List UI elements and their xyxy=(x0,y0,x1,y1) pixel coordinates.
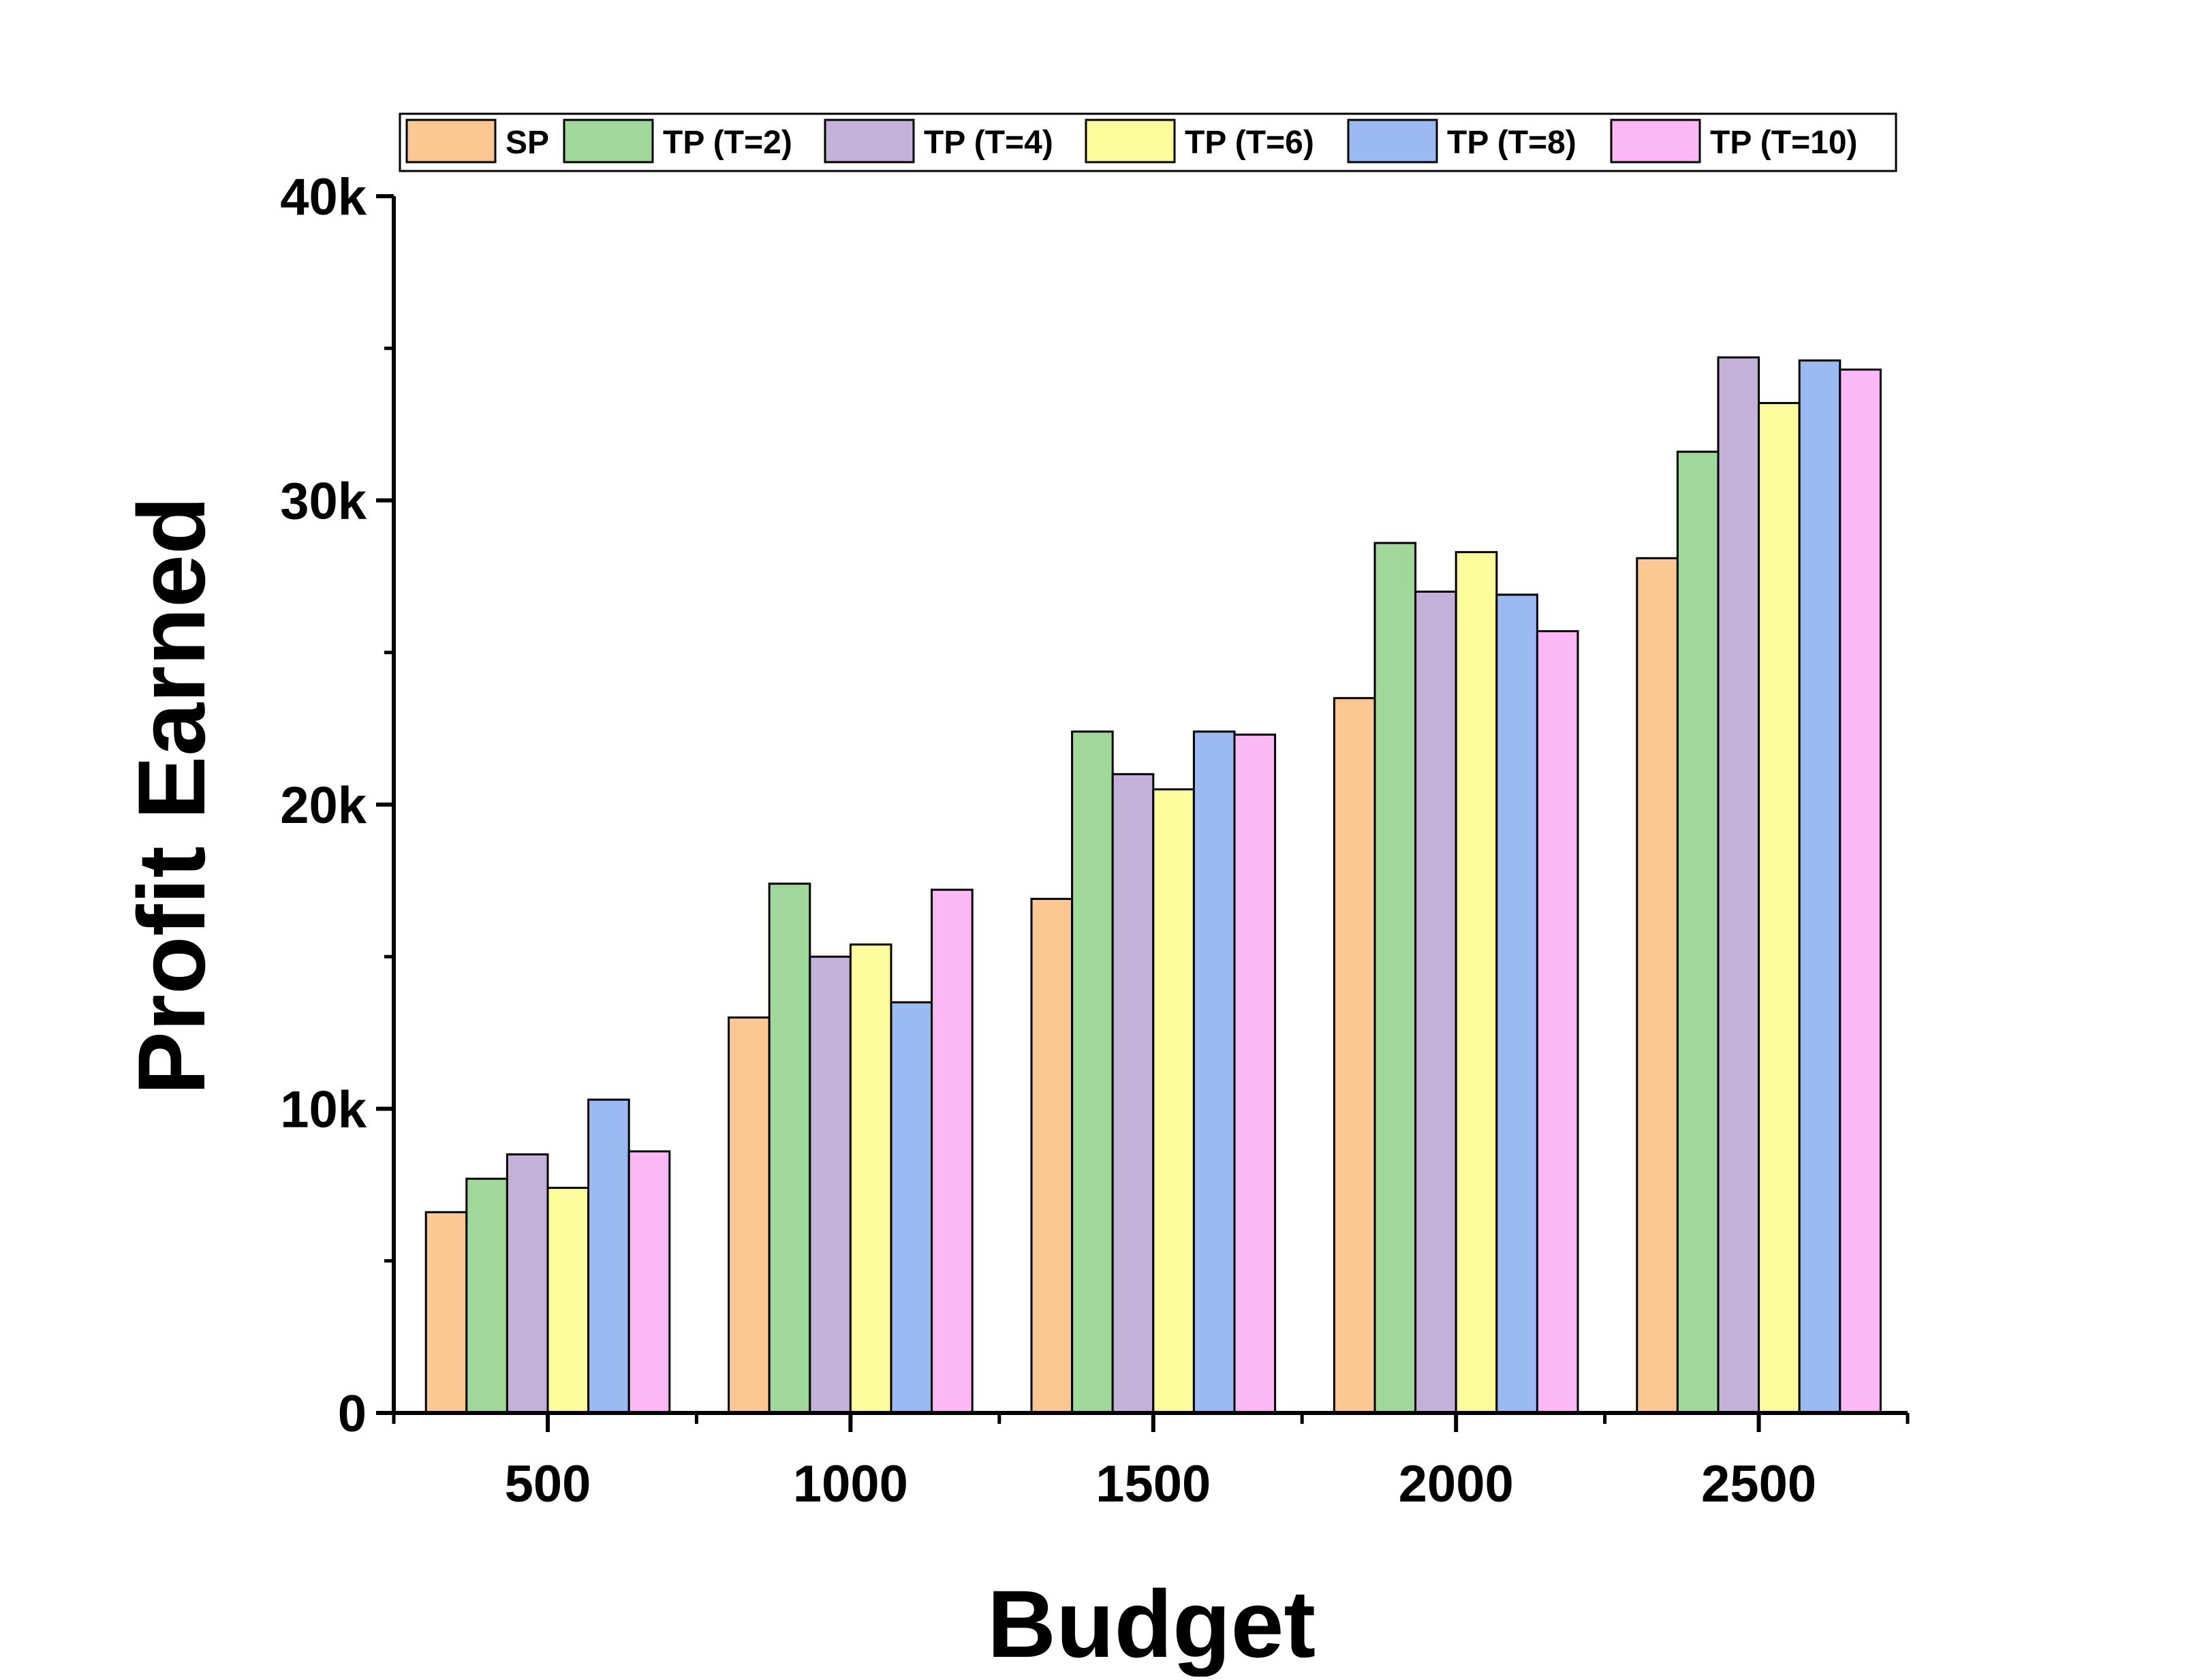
bar-tp-t-8-2500 xyxy=(1798,359,1842,1414)
legend-label: TP (T=6) xyxy=(1185,125,1314,161)
bar-tp-t-2-1000 xyxy=(768,882,811,1414)
legend-swatch xyxy=(1610,119,1701,164)
y-tick-label: 20k xyxy=(280,777,367,835)
bar-tp-t-8-2000 xyxy=(1495,593,1538,1414)
bar-tp-t-2-2000 xyxy=(1373,542,1417,1414)
legend-label: TP (T=2) xyxy=(663,125,792,161)
bar-sp-1000 xyxy=(728,1016,771,1414)
labels-layer: 0 10k 20k 30k 40k 500 1000 1500 2000 2500 xyxy=(280,168,1816,1513)
legend: SP TP (T=2) TP (T=4) TP (T=6) TP (T=8) TP (T=… xyxy=(399,112,1897,172)
x-tick-label: 2000 xyxy=(1399,1455,1514,1513)
x-axis-title: Budget xyxy=(987,1570,1316,1677)
legend-label: TP (T=4) xyxy=(924,125,1053,161)
bar-tp-t-4-2000 xyxy=(1414,590,1457,1414)
legend-label: SP xyxy=(506,125,549,161)
axes-layer xyxy=(376,194,1910,1432)
x-tick-label: 1500 xyxy=(1096,1455,1211,1513)
bar-tp-t-2-2500 xyxy=(1676,450,1720,1414)
legend-swatch xyxy=(563,119,654,164)
bar-tp-t-6-1500 xyxy=(1152,788,1195,1414)
legend-label: TP (T=8) xyxy=(1447,125,1576,161)
y-axis-title: Profit Earned xyxy=(118,496,225,1095)
bar-sp-2000 xyxy=(1333,697,1376,1414)
bar-tp-t-2-1500 xyxy=(1071,730,1114,1414)
y-tick-label: 10k xyxy=(280,1081,367,1139)
x-tick-label: 1000 xyxy=(793,1455,908,1513)
bar-tp-t-4-500 xyxy=(506,1153,549,1414)
bar-tp-t-2-500 xyxy=(465,1177,508,1414)
legend-swatch xyxy=(1085,119,1176,164)
legend-label: TP (T=10) xyxy=(1710,125,1858,161)
bar-tp-t-4-2500 xyxy=(1717,356,1760,1414)
bar-tp-t-4-1000 xyxy=(809,955,852,1414)
legend-swatch xyxy=(824,119,915,164)
y-tick-label: 30k xyxy=(280,473,367,531)
bar-tp-t-6-500 xyxy=(546,1187,590,1414)
bar-sp-2500 xyxy=(1636,557,1679,1414)
x-tick-label: 2500 xyxy=(1701,1455,1816,1513)
bar-tp-t-10-1500 xyxy=(1233,733,1277,1414)
bars-layer xyxy=(424,356,1882,1414)
bar-sp-1500 xyxy=(1030,897,1074,1414)
x-tick-label: 500 xyxy=(505,1455,591,1513)
bar-tp-t-10-2000 xyxy=(1536,629,1579,1414)
bar-tp-t-10-2500 xyxy=(1839,369,1882,1414)
bar-tp-t-10-1000 xyxy=(931,888,974,1414)
bar-tp-t-4-1500 xyxy=(1111,773,1155,1414)
legend-swatch xyxy=(405,119,497,164)
bar-sp-500 xyxy=(424,1211,468,1414)
bar-tp-t-8-1500 xyxy=(1192,730,1236,1414)
y-tick-label: 0 xyxy=(338,1385,367,1443)
bar-tp-t-10-500 xyxy=(627,1150,671,1414)
bar-tp-t-6-2000 xyxy=(1455,550,1498,1414)
bar-tp-t-8-1000 xyxy=(890,1001,933,1414)
y-tick-label: 40k xyxy=(280,168,367,226)
legend-swatch xyxy=(1347,119,1438,164)
bar-tp-t-6-1000 xyxy=(849,943,892,1414)
bar-tp-t-6-2500 xyxy=(1758,402,1801,1414)
bar-tp-t-8-500 xyxy=(587,1098,630,1414)
